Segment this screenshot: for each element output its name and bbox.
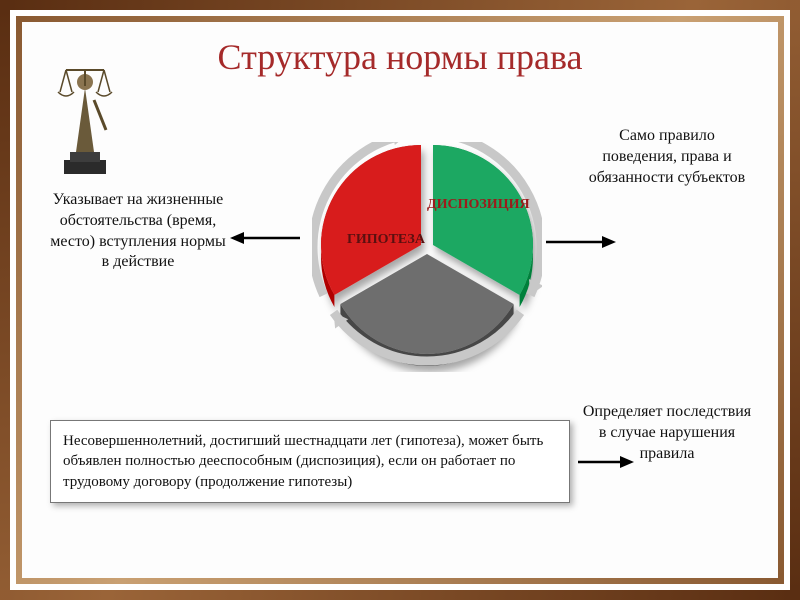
arrow-right-bottom-icon	[578, 452, 634, 472]
page-title: Структура нормы права	[42, 36, 758, 78]
outer-frame: Структура нормы права Указывает на жизне…	[0, 0, 800, 600]
hypothesis-description: Указывает на жизненные обстоятельства (в…	[48, 190, 228, 273]
arrow-left-icon	[230, 228, 300, 248]
inner-frame: Структура нормы права Указывает на жизне…	[16, 16, 784, 584]
example-box: Несовершеннолетний, достигший шестнадцат…	[50, 420, 570, 503]
disposition-description: Само правило поведения, права и обязанно…	[582, 126, 752, 188]
pie-chart: ГИПОТЕЗАДИСПОЗИЦИЯ	[312, 142, 542, 372]
justice-statue-icon	[46, 60, 124, 180]
arrow-right-top-icon	[546, 232, 616, 252]
content: Структура нормы права Указывает на жизне…	[22, 22, 778, 578]
